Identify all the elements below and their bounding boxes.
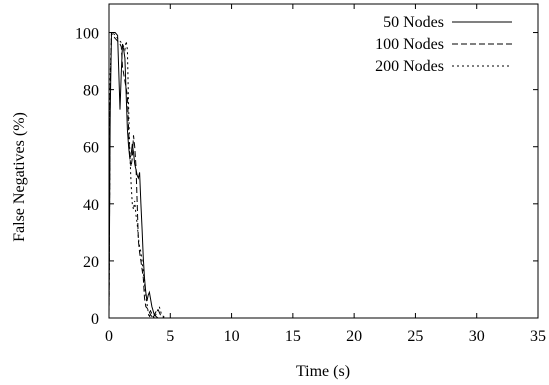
series-line-100-nodes — [108, 32, 538, 319]
series-line-50-nodes — [108, 32, 538, 319]
y-tick-label: 80 — [83, 83, 99, 100]
legend-label: 50 Nodes — [383, 14, 444, 31]
x-axis-label: Time (s) — [296, 363, 350, 380]
legend-label: 200 Nodes — [375, 58, 444, 75]
y-tick-label: 0 — [91, 311, 99, 328]
x-axis: 0 5 10 15 20 25 30 35 — [105, 4, 546, 345]
x-tick-label: 25 — [407, 328, 423, 345]
y-tick-label: 40 — [83, 197, 99, 214]
x-tick-label: 20 — [346, 328, 362, 345]
series-line-200-nodes — [108, 32, 538, 319]
plot-area — [108, 3, 539, 319]
y-axis: 0 20 40 60 80 100 — [75, 26, 538, 328]
y-tick-label: 20 — [83, 254, 99, 271]
x-tick-label: 15 — [285, 328, 301, 345]
plot-frame — [108, 3, 539, 319]
legend-label: 100 Nodes — [375, 36, 444, 53]
y-tick-label: 100 — [75, 26, 99, 43]
legend: 50 Nodes 100 Nodes 200 Nodes — [375, 14, 512, 75]
y-axis-label: False Negatives (%) — [11, 112, 28, 242]
x-tick-label: 10 — [224, 328, 240, 345]
x-tick-label: 35 — [530, 328, 546, 345]
x-tick-label: 30 — [469, 328, 485, 345]
x-tick-label: 0 — [105, 328, 113, 345]
series-lines — [108, 32, 538, 319]
y-tick-label: 60 — [83, 140, 99, 157]
x-tick-label: 5 — [166, 328, 174, 345]
